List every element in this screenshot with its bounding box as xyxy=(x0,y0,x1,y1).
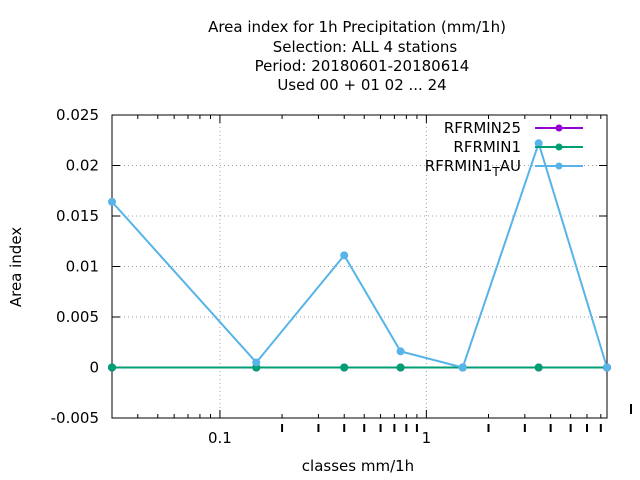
series xyxy=(108,139,611,372)
y-tick-label: 0.015 xyxy=(56,207,99,225)
data-point xyxy=(396,363,405,372)
y-tick-label: -0.005 xyxy=(51,409,99,427)
title-line-4: Used 00 + 01 02 ... 24 xyxy=(277,76,446,94)
data-point xyxy=(396,347,405,356)
plot-border xyxy=(111,114,608,419)
legend-swatch-point xyxy=(555,162,563,170)
data-point xyxy=(108,363,116,372)
series-line xyxy=(111,140,608,369)
axes: -0.005 0 0.005 0.01 0.015 0.02 0.025 0.1 1 xyxy=(51,106,632,447)
title-line-2: Selection: ALL 4 stations xyxy=(273,38,458,56)
legend-label: RFRMIN25 xyxy=(444,119,521,137)
legend-swatch-point xyxy=(555,143,563,151)
x-axis-label: classes mm/1h xyxy=(302,457,414,475)
legend-label: RFRMIN1 xyxy=(453,138,521,156)
data-point xyxy=(458,363,467,372)
y-tick-label: 0.005 xyxy=(56,308,99,326)
x-tick-label: 0.1 xyxy=(208,429,232,447)
data-point xyxy=(340,251,349,260)
y-tick-label: 0.025 xyxy=(56,106,99,124)
data-point xyxy=(534,139,543,148)
data-point xyxy=(603,363,611,372)
y-tick-label: 0 xyxy=(89,359,99,377)
data-point xyxy=(108,197,116,206)
y-tick-label: 0.02 xyxy=(66,157,99,175)
data-point xyxy=(252,358,261,367)
x-tick-label: 1 xyxy=(422,429,432,447)
title-line-3: Period: 20180601-20180614 xyxy=(255,57,470,75)
legend-label: RFRMIN1TAU xyxy=(425,157,521,179)
data-point xyxy=(340,363,349,372)
chart-title: Area index for 1h Precipitation (mm/1h) … xyxy=(208,18,506,94)
data-point xyxy=(534,363,543,372)
title-line-1: Area index for 1h Precipitation (mm/1h) xyxy=(208,18,506,36)
y-axis-label: Area index xyxy=(7,227,25,307)
legend-swatch-point xyxy=(555,124,563,132)
y-tick-label: 0.01 xyxy=(66,258,99,276)
